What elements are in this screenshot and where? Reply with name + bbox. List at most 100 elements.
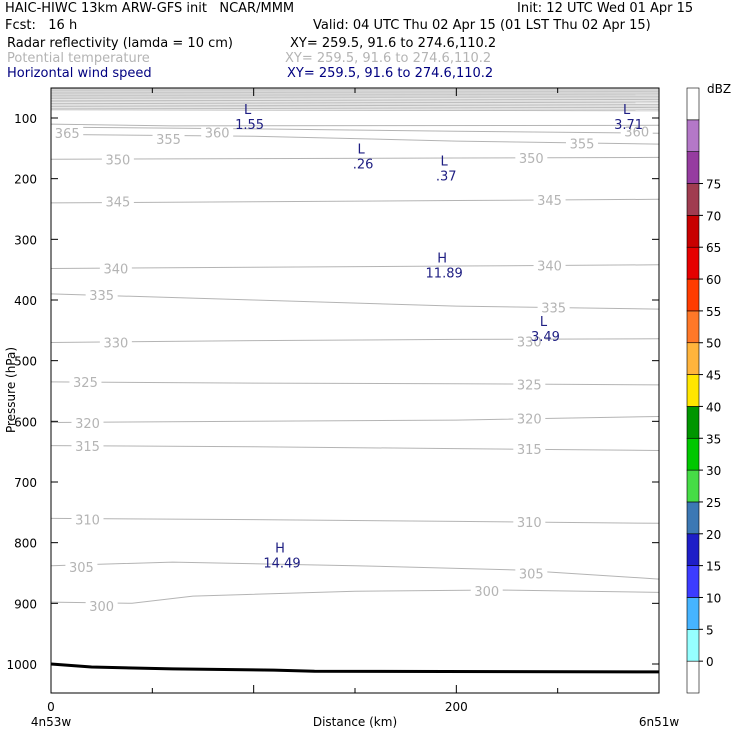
- valid-time: Valid: 04 UTC Thu 02 Apr 15 (01 LST Thu …: [313, 18, 651, 33]
- x-start-label: 4n53w: [31, 715, 72, 729]
- theta-contour-345: [50, 198, 660, 204]
- theta-contour-label: 320: [517, 412, 542, 427]
- theta-contour-315: [50, 445, 660, 451]
- theta-contour-label: 315: [517, 443, 542, 458]
- wind-extremum-value: .37: [436, 169, 457, 184]
- theta-label-bg: [152, 131, 185, 147]
- theta-label-bg: [99, 260, 132, 276]
- theta-contour-label: 350: [519, 152, 544, 167]
- colorbar-swatch: [686, 246, 700, 280]
- theta-contour-355: [50, 133, 660, 145]
- theta-dense-contour: [50, 102, 660, 105]
- colorbar-swatch: [686, 501, 700, 535]
- y-tick-label: 600: [14, 415, 37, 429]
- wind-extremum-symbol: L: [244, 103, 252, 118]
- theta-contour-label: 330: [103, 336, 128, 351]
- theta-contour-label: 340: [103, 262, 128, 277]
- theta-label-bg: [537, 299, 570, 315]
- y-axis-label: Pressure (hPa): [4, 347, 18, 433]
- theta-label-bg: [51, 125, 84, 141]
- theta-contour-label: 335: [541, 301, 566, 316]
- title-left: HAIC-HIWC 13km ARW-GFS init NCAR/MMM: [5, 1, 295, 16]
- theta-contour-label: 360: [205, 127, 230, 142]
- theta-label-bg: [71, 415, 104, 431]
- theta-contour-label: 325: [517, 378, 542, 393]
- field-xy-wind: XY= 259.5, 91.6 to 274.6,110.2: [287, 66, 494, 81]
- wind-extremum-value: .26: [353, 157, 374, 172]
- colorbar-swatch: [686, 215, 700, 248]
- theta-dense-contour: [50, 101, 660, 104]
- wind-extremum-symbol: H: [275, 542, 285, 557]
- theta-contour-310: [50, 517, 660, 524]
- wind-extremum-symbol: L: [441, 154, 449, 169]
- wind-extremum-symbol: L: [357, 142, 365, 157]
- y-tick-label: 900: [14, 597, 37, 611]
- field-xy-reflectivity: XY= 259.5, 91.6 to 274.6,110.2: [290, 36, 497, 51]
- theta-label-bg: [513, 514, 546, 530]
- colorbar-swatch: [686, 310, 700, 344]
- theta-contour-label: 300: [474, 585, 499, 600]
- colorbar-swatch: [686, 151, 700, 184]
- theta-dense-contour: [50, 109, 660, 112]
- theta-contour-label: 305: [69, 561, 94, 576]
- colorbar-swatch: [686, 119, 700, 152]
- theta-contour-label: 320: [75, 417, 100, 432]
- theta-label-bg: [515, 565, 548, 581]
- wind-extremum-symbol: L: [623, 103, 631, 118]
- theta-dense-contour: [50, 98, 660, 101]
- theta-dense-contour: [50, 106, 660, 109]
- theta-contour-340: [50, 264, 660, 269]
- theta-contour-305: [50, 561, 660, 580]
- theta-label-bg: [513, 410, 546, 426]
- colorbar-swatch: [686, 437, 700, 471]
- theta-label-bg: [533, 191, 566, 207]
- theta-contour-label: 300: [89, 600, 114, 615]
- y-tick-label: 400: [14, 294, 37, 308]
- colorbar-tick-label: 55: [706, 305, 721, 319]
- y-tick-label: 300: [14, 233, 37, 247]
- theta-contour-300: [50, 589, 660, 604]
- theta-contour-label: 335: [89, 289, 114, 304]
- theta-label-bg: [513, 376, 546, 392]
- field-name-reflectivity: Radar reflectivity (lamda = 10 cm): [7, 36, 233, 51]
- colorbar-tick-label: 15: [706, 560, 721, 574]
- colorbar-tick-label: 70: [706, 209, 721, 223]
- theta-contour-label: 355: [570, 137, 595, 152]
- colorbar-tick-label: 65: [706, 241, 721, 255]
- colorbar-tick-label: 40: [706, 400, 721, 414]
- theta-contour-label: 340: [537, 259, 562, 274]
- theta-label-bg: [85, 287, 118, 303]
- colorbar-tick-label: 20: [706, 528, 721, 542]
- colorbar-swatch: [686, 597, 700, 630]
- field-xy-theta: XY= 259.5, 91.6 to 274.6,110.2: [285, 51, 492, 66]
- theta-label-bg: [71, 438, 104, 454]
- y-tick-label: 800: [14, 537, 37, 551]
- colorbar-tick-label: 0: [706, 655, 714, 669]
- colorbar-swatch: [686, 533, 700, 566]
- theta-label-bg: [513, 333, 546, 349]
- x-tick-label: 200: [445, 700, 468, 714]
- theta-label-bg: [69, 373, 102, 389]
- y-tick-label: 100: [14, 112, 37, 126]
- theta-contour-325: [50, 381, 660, 386]
- colorbar-swatch: [686, 406, 700, 439]
- theta-contour-label: 315: [75, 440, 100, 455]
- colorbar-swatch: [686, 183, 700, 216]
- theta-contour-label: 330: [517, 335, 542, 350]
- wind-extremum-symbol: H: [437, 252, 447, 267]
- x-end-label: 6n51w: [639, 715, 680, 729]
- x-tick-label: 0: [47, 700, 55, 714]
- theta-contour-label: 305: [519, 568, 544, 583]
- theta-dense-contour: [50, 99, 660, 102]
- theta-label-bg: [515, 150, 548, 166]
- colorbar-swatch: [686, 374, 700, 407]
- field-name-theta: Potential temperature: [7, 51, 150, 66]
- y-tick-label: 200: [14, 173, 37, 187]
- theta-contour-label: 365: [55, 127, 80, 142]
- theta-contour-label: 345: [105, 196, 130, 211]
- terrain-line: [50, 662, 660, 674]
- colorbar-tick-label: 25: [706, 496, 721, 510]
- colorbar-swatch: [686, 565, 700, 598]
- colorbar-tick-label: 35: [706, 432, 721, 446]
- colorbar-tick-label: 5: [706, 623, 714, 637]
